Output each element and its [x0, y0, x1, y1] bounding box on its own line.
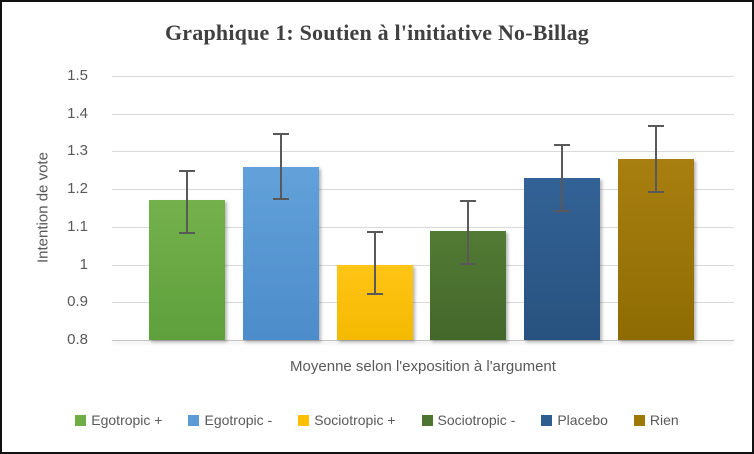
y-tick-label: 1.5 [67, 67, 88, 84]
x-axis-line [112, 340, 734, 341]
error-bar-cap-bottom [460, 262, 477, 265]
gridline [112, 76, 734, 77]
legend-label: Egotropic + [91, 412, 163, 428]
y-tick-label: 0.9 [67, 293, 88, 311]
legend-item-placebo: Placebo [541, 412, 608, 428]
legend-label: Placebo [557, 412, 608, 428]
error-bar-line [467, 200, 470, 265]
legend-swatch-sociotropic-minus [421, 414, 433, 426]
y-tick-label: 1.2 [67, 180, 88, 198]
legend-label: Sociotropic + [314, 412, 396, 428]
legend-swatch-egotropic-minus [188, 414, 200, 426]
error-bar-cap-bottom [648, 190, 664, 193]
legend-swatch-placebo [541, 414, 553, 426]
error-bar-line [373, 230, 376, 295]
error-bar-line [186, 170, 188, 235]
error-bar-egotropic-plus [179, 170, 195, 235]
error-bar-sociotropic-minus [460, 200, 477, 265]
error-bar-line [561, 143, 564, 212]
y-tick-label: 0.8 [67, 331, 88, 348]
gridline [112, 151, 734, 153]
error-bar-cap-bottom [272, 198, 289, 201]
legend-label: Sociotropic - [437, 412, 516, 428]
legend-item-egotropic-minus: Egotropic - [188, 412, 272, 428]
error-bar-cap-bottom [554, 209, 571, 212]
legend-swatch-sociotropic-plus [298, 414, 310, 426]
legend-item-egotropic-plus: Egotropic + [75, 412, 162, 428]
legend-item-sociotropic-minus: Sociotropic - [421, 412, 516, 428]
gridline [112, 113, 734, 115]
error-bar-rien [648, 125, 664, 193]
y-tick-label: 1.3 [67, 142, 88, 160]
gridline [112, 226, 734, 228]
gridline [112, 302, 734, 304]
plot-area [112, 76, 734, 341]
error-bar-line [655, 125, 657, 193]
legend: Egotropic + Egotropic - Sociotropic + Socio… [2, 412, 752, 428]
y-tick-label: 1.1 [67, 217, 88, 235]
gridline [112, 189, 734, 191]
legend-label: Egotropic - [204, 412, 273, 428]
error-bar-cap-bottom [179, 232, 195, 235]
error-bar-cap-bottom [366, 292, 383, 295]
error-bar-egotropic-minus [272, 132, 289, 201]
x-axis-title: Moyenne selon l'exposition à l'argument [290, 358, 556, 375]
legend-label: Rien [649, 412, 679, 428]
legend-item-sociotropic-plus: Sociotropic + [298, 412, 396, 428]
y-tick-label: 1.4 [67, 104, 88, 122]
legend-item-rien: Rien [633, 412, 679, 428]
error-bar-placebo [554, 143, 571, 212]
y-tick-label: 1 [79, 255, 88, 273]
error-bar-sociotropic-plus [366, 230, 383, 295]
error-bar-line [279, 132, 282, 201]
gridline [112, 264, 734, 266]
legend-swatch-rien [633, 414, 645, 426]
chart-title: Graphique 1: Soutien à l'initiative No-B… [165, 20, 589, 45]
legend-swatch-egotropic-plus [75, 414, 87, 426]
